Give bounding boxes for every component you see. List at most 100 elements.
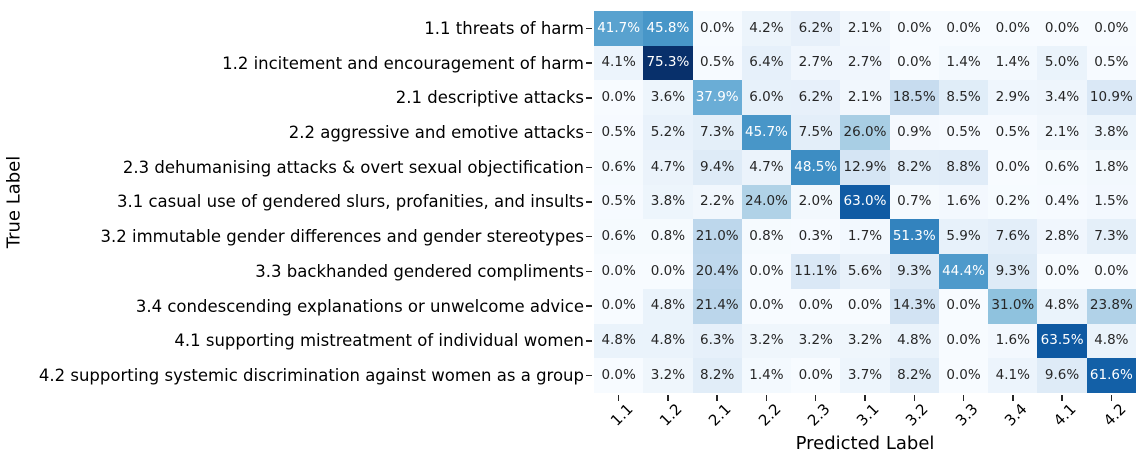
y-tick-mark [586,270,592,273]
heatmap-cell-2.1-2.3: 6.2% [791,80,841,116]
heatmap-cell-2.3-3.4: 0.0% [988,149,1038,185]
y-tick-label-2.1: 2.1 descriptive attacks [395,88,584,108]
heatmap-cell-1.1-4.2: 0.0% [1086,11,1136,46]
heatmap-cell-3.3-3.3: 44.4% [938,254,989,289]
heatmap-cell-3.4-3.2: 14.3% [889,288,939,324]
heatmap-cell-3.4-3.1: 0.0% [840,288,890,324]
heatmap-cell-2.1-3.3: 8.5% [938,80,989,116]
heatmap-cell-1.1-3.4: 0.0% [988,11,1038,46]
heatmap-cell-1.1-4.1: 0.0% [1037,11,1087,46]
y-tick-label-3.4: 3.4 condescending explanations or unwelc… [135,296,584,316]
heatmap-cell-4.1-2.3: 3.2% [791,323,841,359]
heatmap-cell-3.2-4.2: 7.3% [1086,219,1136,255]
heatmap-cell-4.2-2.3: 0.0% [791,358,841,393]
heatmap-cell-4.1-3.1: 3.2% [840,323,890,359]
heatmap-cell-3.4-2.2: 0.0% [741,288,792,324]
heatmap-cell-2.3-2.3: 48.5% [791,149,841,185]
heatmap-cell-2.3-3.2: 8.2% [889,149,939,185]
heatmap-cell-3.2-3.3: 5.9% [938,219,989,255]
heatmap-cell-1.2-1.1: 4.1% [594,45,644,81]
x-tick-mark [1012,395,1014,401]
heatmap-cell-2.2-2.3: 7.5% [791,115,841,150]
y-tick-mark [586,201,592,203]
x-tick-label-1.1: 1.1 [606,400,637,430]
x-tick-label-4.2: 4.2 [1099,400,1130,430]
heatmap-cell-2.1-3.4: 2.9% [988,80,1038,116]
y-tick-mark [586,97,592,99]
heatmap-cell-2.2-4.2: 3.8% [1086,115,1136,150]
heatmap-cell-3.1-1.2: 3.8% [643,184,693,220]
y-tick-mark [586,340,592,342]
heatmap-cell-3.3-3.2: 9.3% [889,254,939,289]
y-tick-mark [586,166,592,168]
heatmap-cell-2.1-2.1: 37.9% [692,80,742,116]
x-tick-mark [667,395,669,401]
heatmap-cell-3.1-1.1: 0.5% [594,184,644,220]
y-tick-label-3.3: 3.3 backhanded gendered compliments [255,261,584,281]
y-tick-label-1.2: 1.2 incitement and encouragement of harm [222,53,584,73]
y-tick-mark [586,131,592,134]
heatmap-cell-2.1-4.2: 10.9% [1086,80,1136,116]
y-tick-label-3.1: 3.1 casual use of gendered slurs, profan… [116,192,584,212]
x-tick-mark [913,395,915,401]
heatmap-cell-3.3-1.1: 0.0% [594,254,644,289]
y-tick-label-2.2: 2.2 aggressive and emotive attacks [288,123,584,143]
y-tick-mark [586,236,592,238]
heatmap-cell-2.3-3.1: 12.9% [840,149,890,185]
x-axis-title: Predicted Label [795,433,935,454]
heatmap-cell-3.3-1.2: 0.0% [643,254,693,289]
heatmap-cell-2.2-1.2: 5.2% [643,115,693,150]
heatmap-cell-3.2-3.4: 7.6% [988,219,1038,255]
heatmap-cell-3.2-1.1: 0.6% [594,219,644,255]
heatmap-cell-4.1-1.1: 4.8% [594,323,644,359]
heatmap-cell-2.3-4.1: 0.6% [1037,149,1087,185]
heatmap-cell-3.4-4.2: 23.8% [1086,288,1136,324]
heatmap-cell-3.3-4.1: 0.0% [1037,254,1087,289]
heatmap-cell-4.2-4.1: 9.6% [1037,358,1087,393]
heatmap-cell-3.2-2.1: 21.0% [692,219,742,255]
x-tick-mark [1061,395,1063,401]
heatmap-cell-1.2-3.2: 0.0% [889,45,939,81]
heatmap-cell-3.4-2.1: 21.4% [692,288,742,324]
heatmap-cell-4.2-3.3: 0.0% [938,358,989,393]
x-tick-label-3.2: 3.2 [902,400,933,430]
y-tick-mark [586,27,592,30]
heatmap-cell-3.1-4.1: 0.4% [1037,184,1087,220]
heatmap-cell-3.4-3.4: 31.0% [988,288,1038,324]
heatmap-cell-1.2-4.1: 5.0% [1037,45,1087,81]
y-tick-label-4.2: 4.2 supporting systemic discrimination a… [38,366,584,386]
heatmap-cell-3.2-3.2: 51.3% [889,219,939,255]
x-tick-mark [765,395,768,401]
heatmap-cell-3.1-3.3: 1.6% [938,184,989,220]
heatmap-cell-1.2-1.2: 75.3% [643,45,693,81]
heatmap-cell-3.3-4.2: 0.0% [1086,254,1136,289]
y-tick-label-3.2: 3.2 immutable gender differences and gen… [100,227,584,247]
heatmap-cell-1.1-2.1: 0.0% [692,11,742,46]
heatmap-cell-3.2-3.1: 1.7% [840,219,890,255]
heatmap-cell-4.1-3.3: 0.0% [938,323,989,359]
heatmap-cell-4.2-4.2: 61.6% [1086,358,1136,393]
y-tick-mark [586,305,592,307]
heatmap-cell-1.1-2.2: 4.2% [741,11,792,46]
heatmap-cell-2.3-1.1: 0.6% [594,149,644,185]
heatmap-cell-1.2-4.2: 0.5% [1086,45,1136,81]
heatmap-cell-2.1-4.1: 3.4% [1037,80,1087,116]
x-tick-mark [815,395,817,401]
heatmap-cell-2.3-2.1: 9.4% [692,149,742,185]
heatmap-cell-3.1-2.1: 2.2% [692,184,742,220]
heatmap-cell-4.2-3.1: 3.7% [840,358,890,393]
heatmap-cell-3.4-3.3: 0.0% [938,288,989,324]
heatmap-cell-1.1-1.2: 45.8% [643,11,693,46]
x-tick-mark [864,395,866,401]
heatmap-cell-4.2-2.2: 1.4% [741,358,792,393]
heatmap-cell-3.2-4.1: 2.8% [1037,219,1087,255]
heatmap-cell-3.3-3.1: 5.6% [840,254,890,289]
x-tick-label-3.1: 3.1 [853,400,883,430]
heatmap-cell-2.2-2.2: 45.7% [741,115,792,150]
x-tick-mark [617,395,620,401]
heatmap-cell-2.2-3.4: 0.5% [988,115,1038,150]
x-tick-mark [716,395,718,401]
heatmap-cell-1.2-3.4: 1.4% [988,45,1038,81]
heatmap-cell-4.1-4.1: 63.5% [1037,323,1087,359]
